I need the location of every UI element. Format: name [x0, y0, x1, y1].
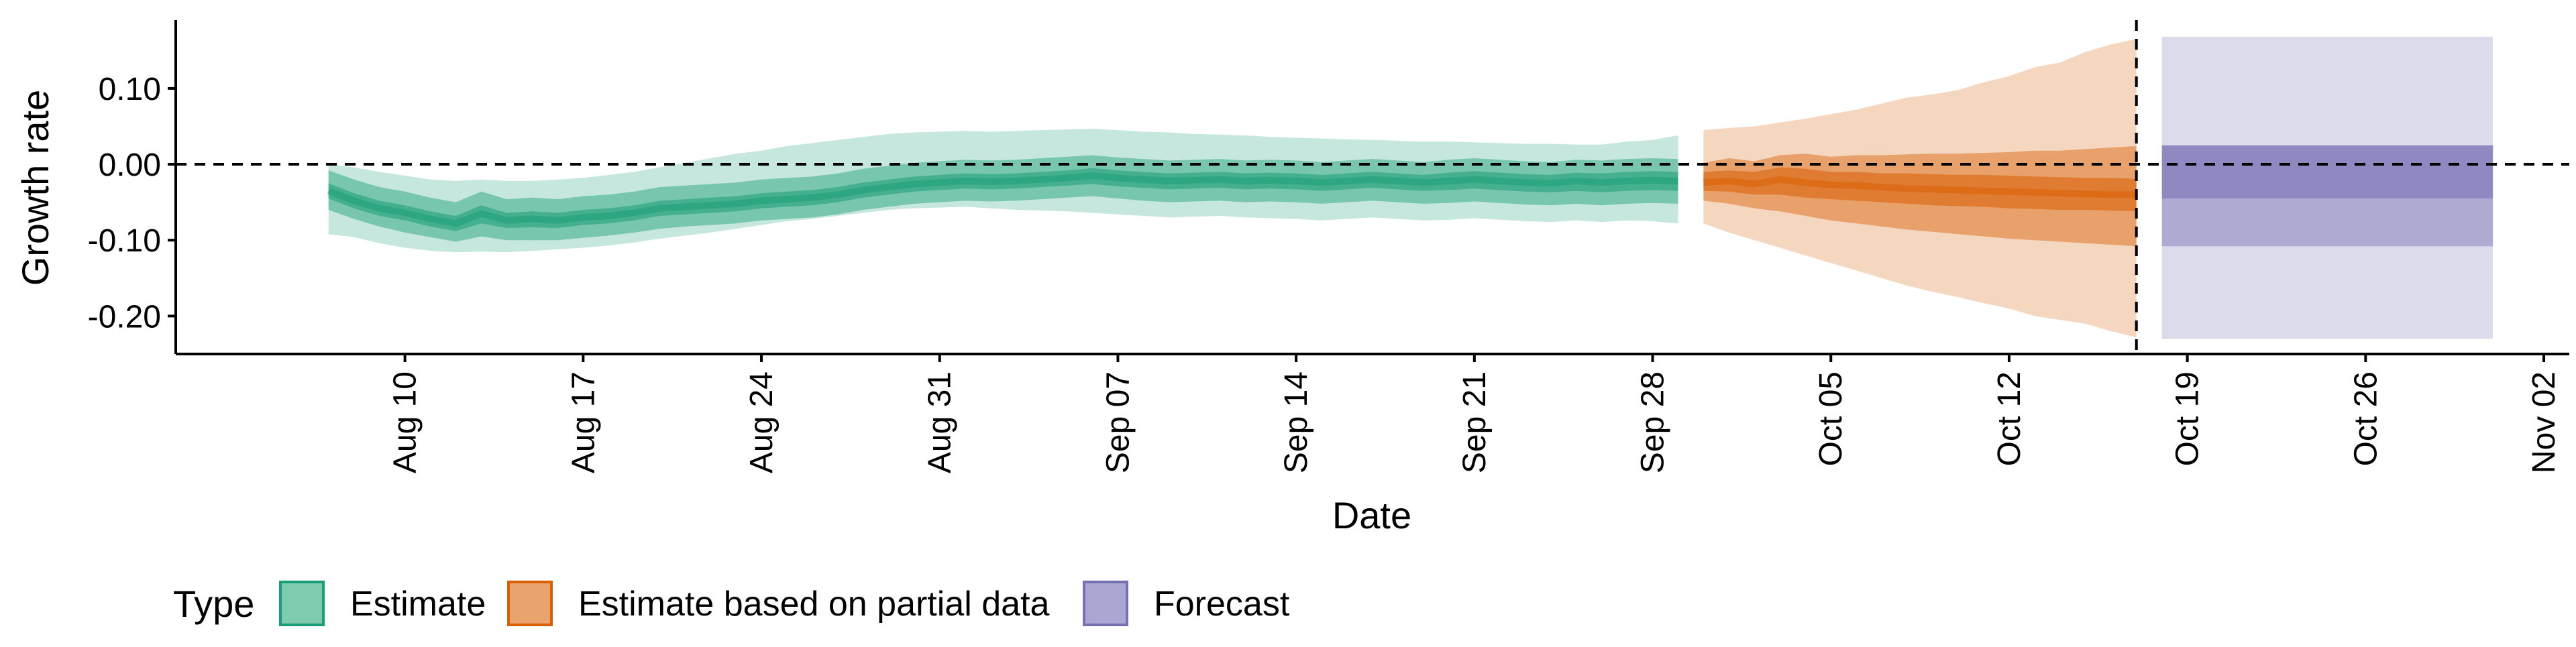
x-tick-label: Sep 14	[1279, 371, 1314, 473]
x-tick-label: Sep 28	[1635, 371, 1671, 473]
y-tick-label: 0.00	[99, 148, 161, 183]
band-95-series-0	[328, 128, 1678, 253]
legend-swatch-1	[507, 581, 553, 626]
band-50-series-2	[2161, 145, 2493, 198]
x-tick-label: Aug 17	[566, 371, 601, 473]
x-tick-label: Aug 31	[922, 371, 958, 473]
x-tick-label: Oct 19	[2170, 371, 2206, 466]
band-90-series-0	[328, 155, 1678, 242]
legend-swatch-2	[1083, 581, 1128, 626]
y-tick-label: -0.10	[88, 223, 161, 259]
x-tick-label: Nov 02	[2526, 371, 2562, 473]
x-tick-label: Oct 26	[2348, 371, 2383, 466]
axes-layer: 0.10 0.00 -0.10 -0.20 Aug 10 Aug 17 Aug 24 Aug …	[88, 20, 2569, 473]
x-axis-title: Date	[1332, 494, 1411, 536]
legend-label-2: Forecast	[1154, 585, 1290, 624]
lines-layer	[176, 20, 2569, 354]
legend-title: Type	[173, 583, 254, 625]
x-tick-label: Oct 12	[1992, 371, 2027, 466]
x-tick-label: Sep 07	[1100, 371, 1136, 473]
legend: Type Estimate Estimate based on partial d…	[173, 581, 1290, 626]
legend-label-0: Estimate	[350, 585, 486, 624]
x-tick-label: Oct 05	[1813, 371, 1849, 466]
x-tick-label: Sep 21	[1457, 371, 1493, 473]
y-tick-label: -0.20	[88, 299, 161, 335]
x-tick-label: Aug 24	[744, 371, 780, 473]
bands-layer	[328, 36, 2493, 339]
y-axis-title: Growth rate	[14, 90, 56, 286]
median-line-series-1	[1703, 176, 2137, 198]
x-tick-label: Aug 10	[388, 371, 423, 473]
y-tick-label: 0.10	[99, 72, 161, 107]
median-line-series-0	[327, 172, 1678, 227]
legend-swatch-0	[279, 581, 325, 626]
legend-label-1: Estimate based on partial data	[578, 585, 1050, 624]
